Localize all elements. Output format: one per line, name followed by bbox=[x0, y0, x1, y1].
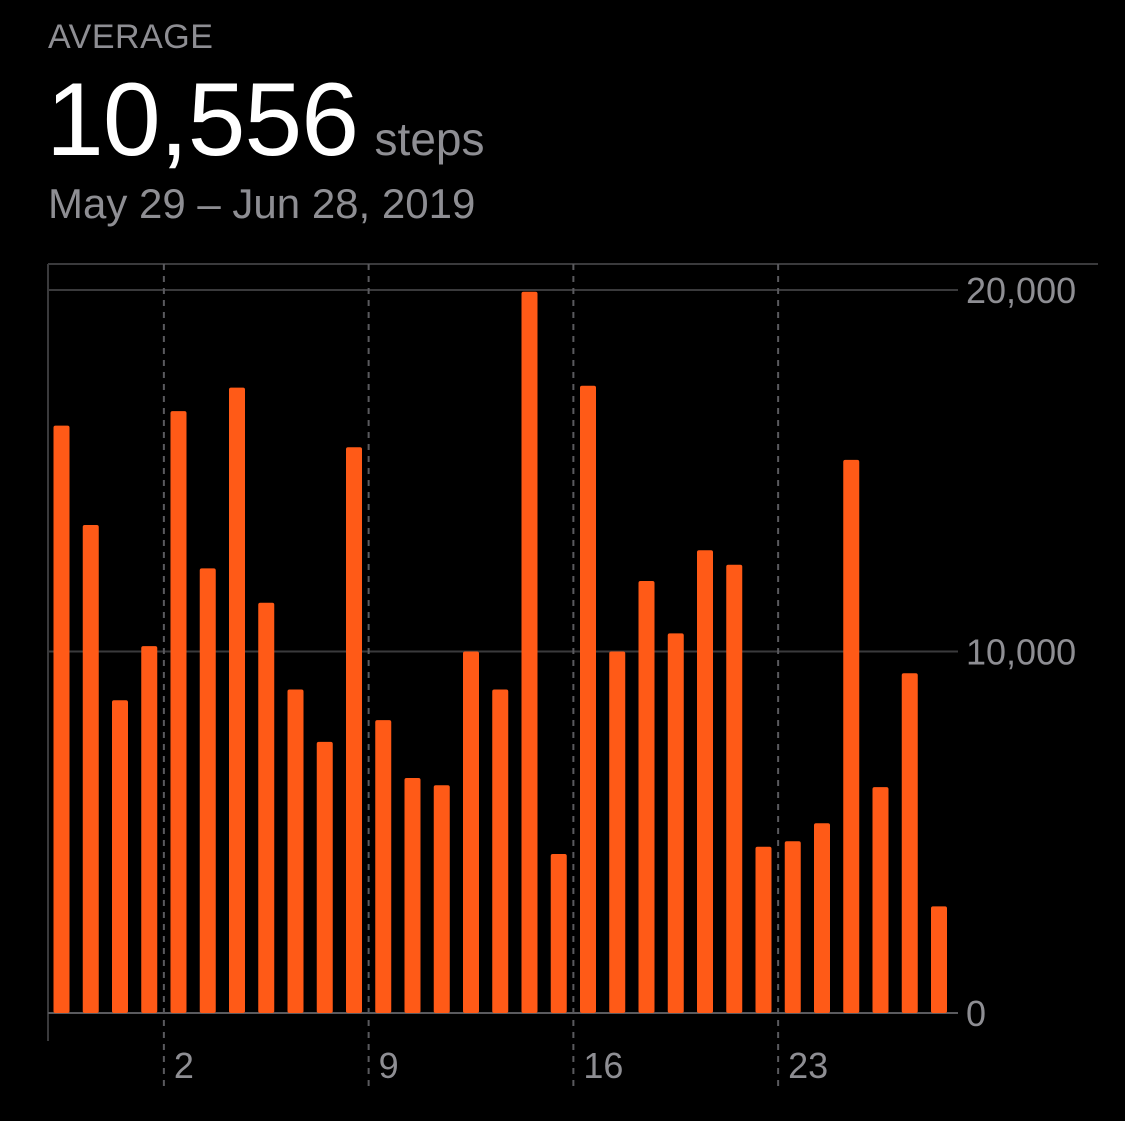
bar bbox=[726, 564, 743, 1013]
bar bbox=[901, 673, 918, 1013]
bar bbox=[872, 787, 889, 1013]
bar bbox=[375, 720, 392, 1013]
bar bbox=[229, 387, 245, 1014]
bar bbox=[287, 689, 304, 1013]
bar bbox=[609, 651, 626, 1013]
bar bbox=[404, 778, 421, 1013]
average-row: 10,556 steps bbox=[46, 68, 485, 172]
bar bbox=[931, 906, 947, 1013]
bar bbox=[814, 823, 830, 1013]
bar bbox=[170, 411, 187, 1013]
x-tick-label: 16 bbox=[583, 1045, 623, 1086]
bar bbox=[199, 568, 216, 1013]
x-tick-label: 2 bbox=[174, 1045, 194, 1086]
bar bbox=[492, 689, 509, 1013]
bar bbox=[697, 550, 713, 1013]
bar bbox=[521, 291, 538, 1013]
bar bbox=[112, 700, 128, 1013]
chart-bars bbox=[53, 291, 947, 1014]
y-tick-label: 10,000 bbox=[966, 632, 1076, 673]
x-tick-label: 9 bbox=[379, 1045, 399, 1086]
bar bbox=[667, 633, 684, 1013]
average-value: 10,556 bbox=[46, 62, 359, 178]
y-tick-label: 20,000 bbox=[966, 270, 1076, 311]
bar bbox=[316, 741, 333, 1013]
bar bbox=[141, 646, 158, 1013]
bar bbox=[82, 524, 99, 1013]
y-tick-label: 0 bbox=[966, 993, 986, 1034]
average-label: AVERAGE bbox=[48, 18, 214, 56]
bar bbox=[53, 425, 70, 1013]
bar bbox=[843, 459, 860, 1013]
date-range: May 29 – Jun 28, 2019 bbox=[48, 180, 476, 227]
y-axis-ticks: 0 10,000 20,000 bbox=[966, 270, 1076, 1034]
chart-grid bbox=[47, 263, 1098, 1088]
x-tick-label: 23 bbox=[788, 1045, 828, 1086]
bar bbox=[638, 581, 655, 1013]
bar bbox=[346, 447, 362, 1013]
bar bbox=[784, 841, 801, 1013]
bar bbox=[550, 853, 567, 1013]
bar bbox=[463, 651, 479, 1013]
average-unit: steps bbox=[374, 113, 485, 165]
bar bbox=[258, 602, 275, 1013]
x-axis-ticks: 2 9 16 23 bbox=[174, 1045, 828, 1086]
bar bbox=[755, 846, 772, 1013]
bar bbox=[580, 385, 596, 1013]
bar bbox=[433, 785, 450, 1013]
